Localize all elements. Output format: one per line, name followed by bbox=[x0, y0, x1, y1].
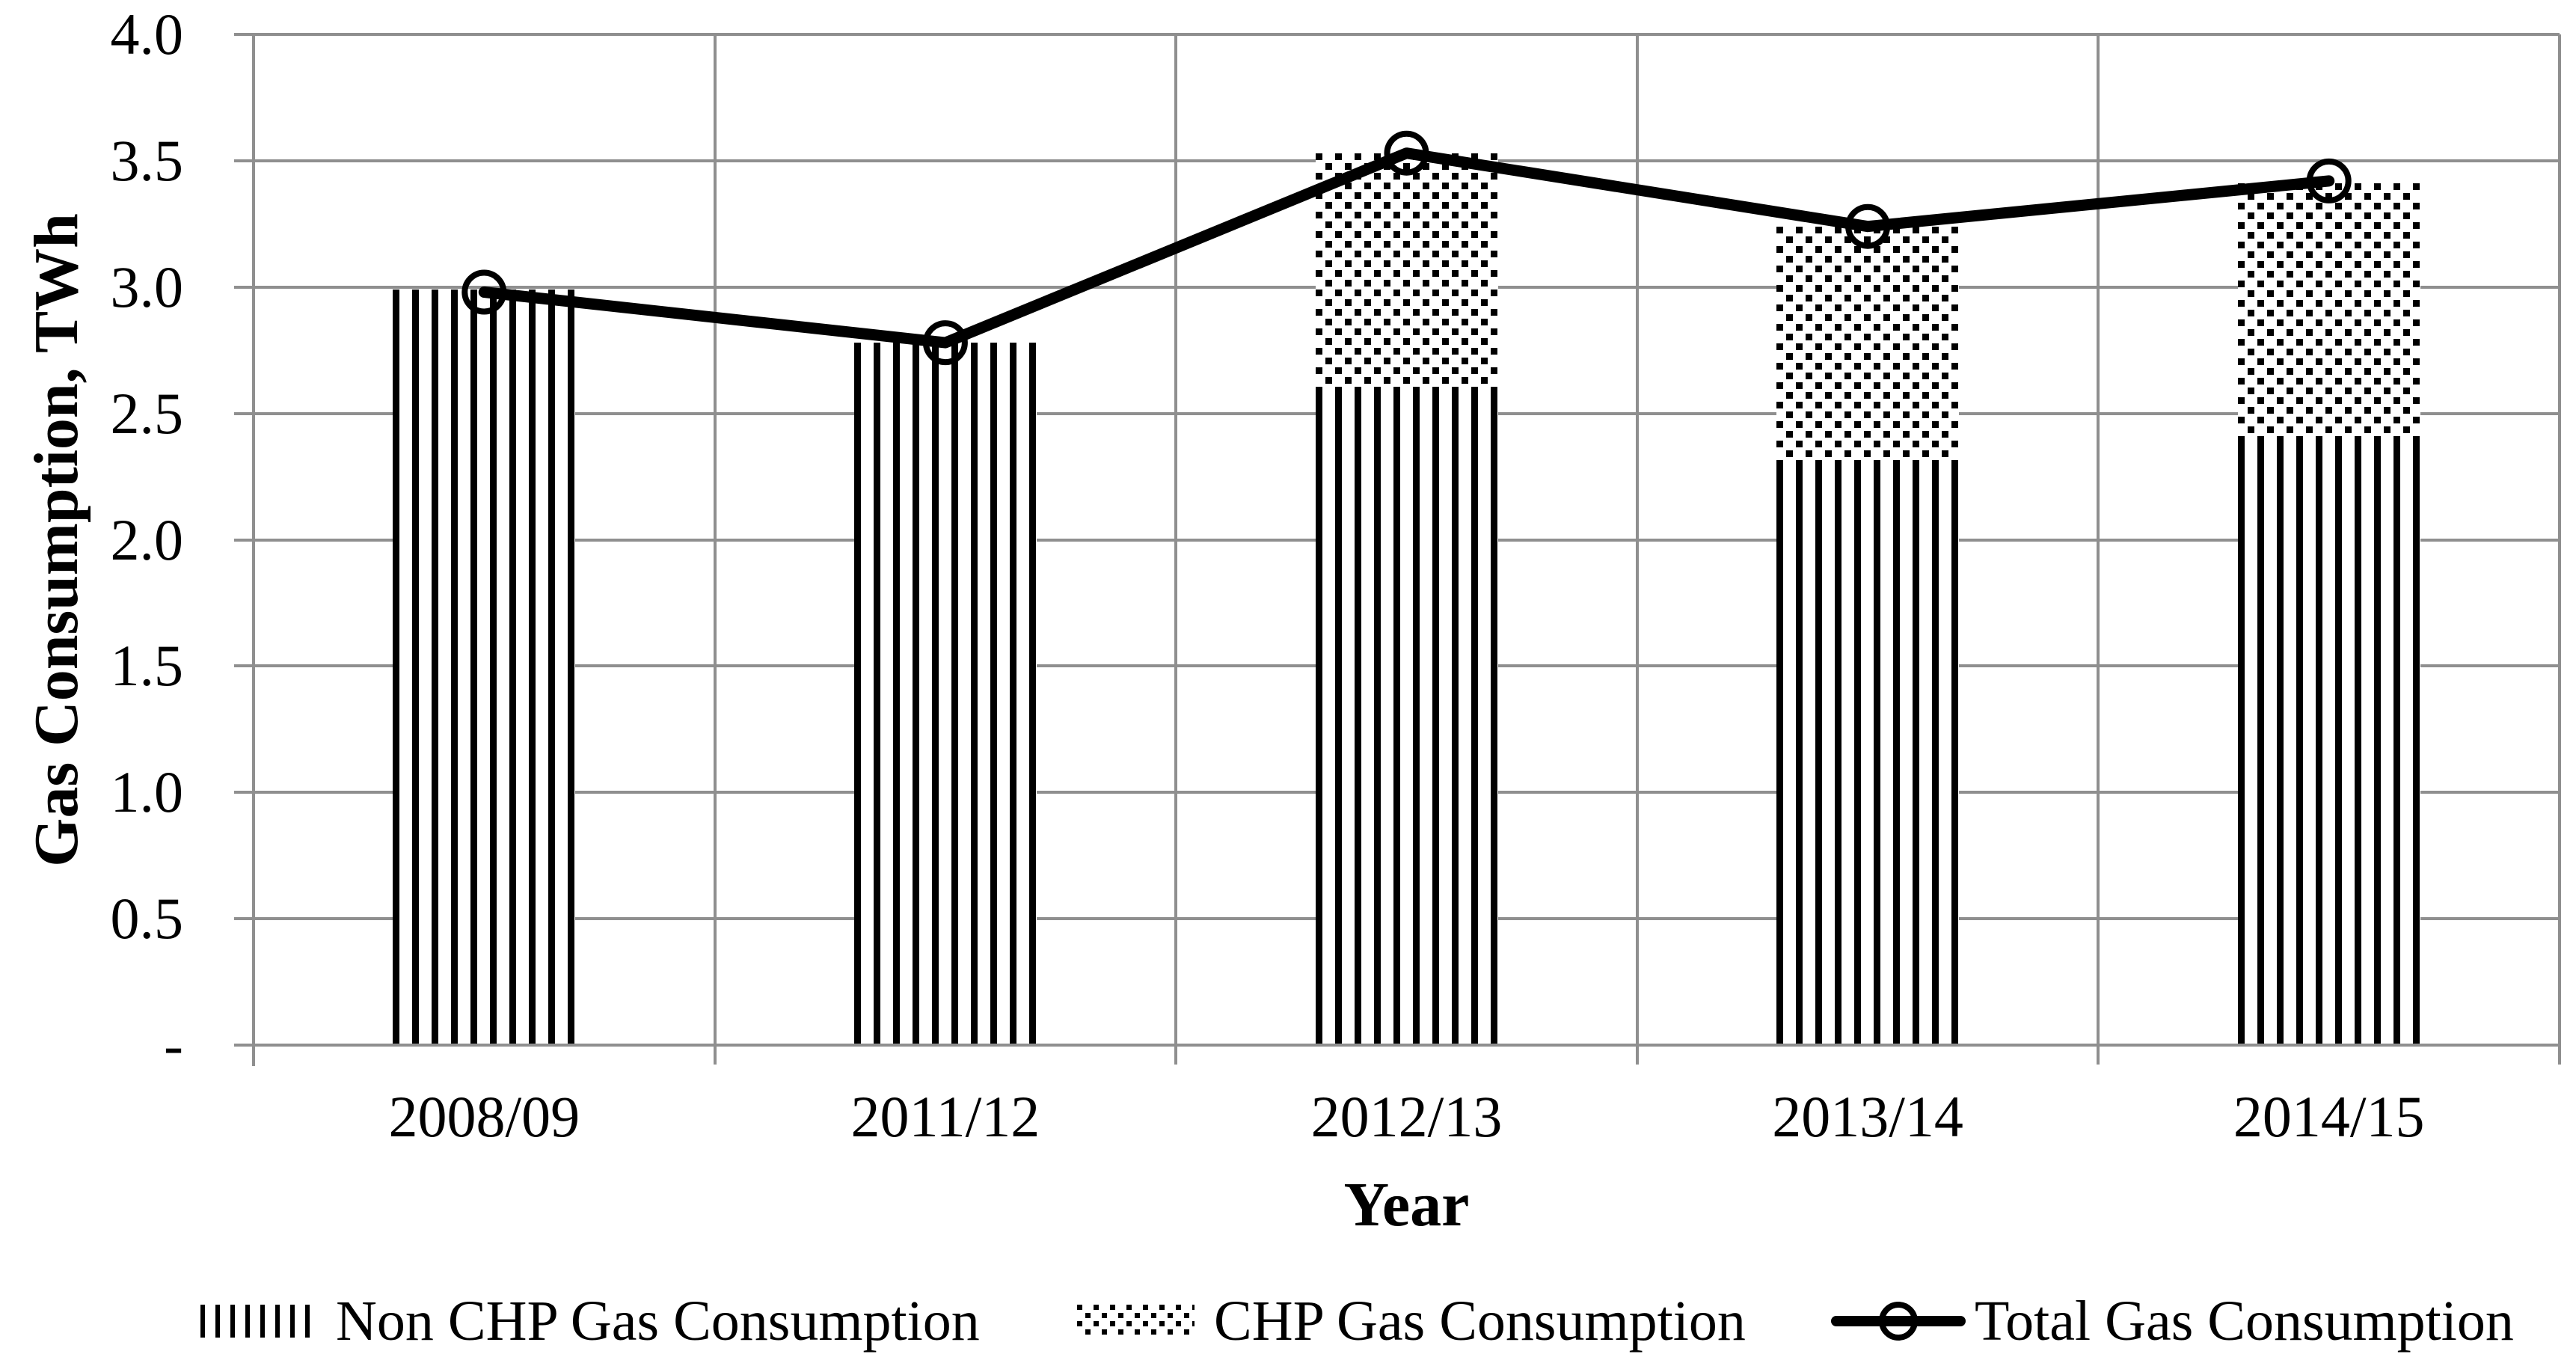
gridline-vertical bbox=[1636, 34, 1639, 1045]
gridline-vertical bbox=[2097, 34, 2100, 1045]
legend-item-total: Total Gas Consumption bbox=[1831, 1290, 2514, 1353]
legend-label-chp: CHP Gas Consumption bbox=[1214, 1289, 1746, 1353]
bar-chp-2013/14 bbox=[1776, 227, 1959, 467]
gridline-vertical bbox=[714, 34, 717, 1045]
bar-non-chp-2011/12 bbox=[854, 343, 1037, 1045]
total-marker-2011/12 bbox=[922, 320, 968, 366]
y-axis-line bbox=[252, 34, 255, 1066]
x-tick-label: 2008/09 bbox=[388, 1084, 580, 1149]
y-tick-mark bbox=[234, 1044, 257, 1047]
y-tick-label: 1.0 bbox=[110, 759, 184, 825]
legend-item-chp: CHP Gas Consumption bbox=[1077, 1290, 1746, 1353]
bar-chp-2012/13 bbox=[1316, 153, 1498, 388]
y-tick-mark bbox=[234, 917, 257, 921]
total-marker-2013/14 bbox=[1845, 203, 1891, 249]
gridline-vertical bbox=[1174, 34, 1177, 1045]
bar-non-chp-2013/14 bbox=[1776, 467, 1959, 1045]
bar-non-chp-2008/09 bbox=[393, 290, 575, 1045]
x-tick-label: 2012/13 bbox=[1310, 1084, 1503, 1149]
total-marker-2014/15 bbox=[2306, 158, 2352, 203]
gridline-horizontal bbox=[254, 33, 2560, 36]
y-tick-label: 0.5 bbox=[110, 886, 184, 952]
y-tick-mark bbox=[234, 538, 257, 542]
y-tick-label: 3.0 bbox=[110, 254, 184, 319]
gridline-vertical bbox=[2558, 34, 2561, 1045]
total-marker-2008/09 bbox=[461, 269, 507, 315]
bar-chp-2014/15 bbox=[2238, 183, 2420, 436]
x-tick-label: 2013/14 bbox=[1772, 1084, 1963, 1149]
total-line-layer bbox=[461, 130, 2352, 366]
x-tick-label: 2011/12 bbox=[850, 1084, 1040, 1149]
line-circle-swatch-icon bbox=[1831, 1300, 1966, 1342]
y-tick-label: - bbox=[164, 1012, 183, 1077]
y-tick-mark bbox=[234, 33, 257, 36]
y-tick-label: 1.5 bbox=[110, 633, 184, 699]
x-axis-line bbox=[234, 1044, 2561, 1047]
x-tick-mark bbox=[2097, 1045, 2100, 1065]
bar-non-chp-2014/15 bbox=[2238, 436, 2420, 1045]
dots-swatch-icon bbox=[1077, 1305, 1195, 1338]
x-tick-label: 2014/15 bbox=[2233, 1084, 2425, 1149]
y-tick-mark bbox=[234, 664, 257, 668]
x-tick-mark bbox=[714, 1045, 717, 1065]
plot-area bbox=[234, 33, 2561, 1066]
y-tick-label: 4.0 bbox=[110, 1, 184, 67]
y-tick-mark bbox=[234, 285, 257, 289]
y-tick-label: 2.5 bbox=[110, 380, 184, 446]
x-tick-mark bbox=[1636, 1045, 1639, 1065]
x-tick-mark bbox=[2558, 1045, 2561, 1065]
legend-label-total: Total Gas Consumption bbox=[1975, 1289, 2514, 1353]
open-circle-marker-icon bbox=[1879, 1302, 1918, 1341]
bar-non-chp-2012/13 bbox=[1316, 388, 1498, 1045]
total-line bbox=[478, 147, 2335, 349]
x-axis-title: Year bbox=[1343, 1170, 1470, 1240]
vertical-stripes-swatch-icon bbox=[200, 1305, 316, 1338]
y-tick-mark bbox=[234, 791, 257, 794]
y-tick-label: 2.0 bbox=[110, 506, 184, 572]
y-tick-mark bbox=[234, 411, 257, 415]
total-marker-2012/13 bbox=[1384, 130, 1429, 176]
legend-label-non-chp: Non CHP Gas Consumption bbox=[336, 1289, 980, 1353]
y-tick-mark bbox=[234, 159, 257, 162]
legend-item-non-chp: Non CHP Gas Consumption bbox=[200, 1290, 980, 1353]
x-tick-mark bbox=[1174, 1045, 1177, 1065]
y-tick-label: 3.5 bbox=[110, 127, 184, 193]
